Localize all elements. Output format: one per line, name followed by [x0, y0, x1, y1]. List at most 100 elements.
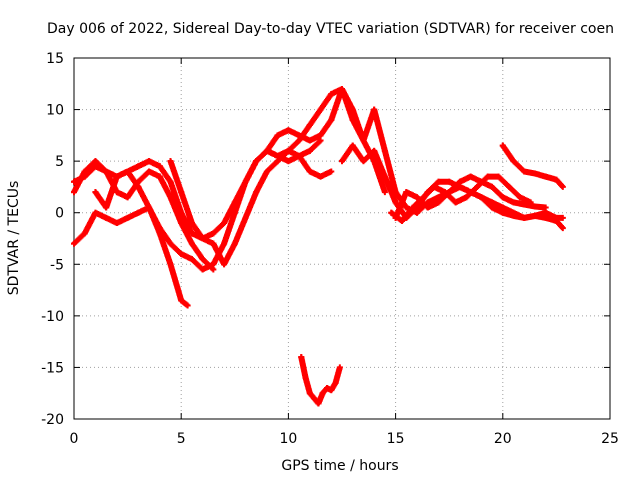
data-point [371, 106, 378, 113]
x-axis-label: GPS time / hours [281, 458, 398, 474]
data-point [263, 147, 270, 154]
data-point [167, 240, 174, 247]
data-point [167, 158, 174, 165]
series-markers [499, 142, 565, 189]
plot-frame [73, 57, 611, 420]
data-point [178, 250, 185, 257]
data-point [371, 147, 378, 154]
data-point [135, 163, 142, 170]
data-point [336, 364, 343, 371]
data-point [531, 212, 538, 219]
data-point [146, 204, 153, 211]
data-point [559, 183, 566, 190]
data-point [156, 173, 163, 180]
data-point [467, 173, 474, 180]
data-point [188, 240, 195, 247]
data-point [231, 240, 238, 247]
data-point [456, 178, 463, 185]
data-point [71, 240, 77, 247]
data-point [124, 214, 131, 221]
data-point [306, 137, 313, 144]
data-point [263, 168, 270, 175]
data-point [124, 168, 131, 175]
data-point [311, 395, 318, 402]
data-point [306, 122, 313, 129]
data-point [399, 217, 406, 224]
data-point [199, 266, 206, 273]
data-point [317, 173, 324, 180]
data-point [199, 235, 206, 242]
data-point [188, 256, 195, 263]
axis-ticks [73, 57, 611, 420]
data-point [285, 127, 292, 134]
y-tick-label: 0 [55, 206, 64, 222]
data-point [285, 147, 292, 154]
data-point [328, 116, 335, 123]
data-point [199, 256, 206, 263]
data-point [349, 116, 356, 123]
series-arc6 [263, 85, 566, 221]
data-point [113, 173, 120, 180]
data-point [71, 178, 77, 185]
data-point [81, 230, 88, 237]
series-arc9 [388, 173, 534, 224]
data-point [553, 217, 560, 224]
data-point [167, 178, 174, 185]
data-point [414, 194, 421, 201]
data-point [178, 297, 185, 304]
data-point [510, 158, 517, 165]
y-tick-label: 10 [46, 103, 64, 119]
grid-lines [74, 58, 610, 419]
data-point [474, 183, 481, 190]
data-point [113, 189, 120, 196]
data-point [332, 379, 339, 386]
x-tick-labels: 0 5 10 15 20 25 [70, 431, 619, 447]
data-point [156, 163, 163, 170]
data-point [178, 189, 185, 196]
y-axis-label: SDTVAR / TECUs [6, 181, 22, 296]
data-point [285, 158, 292, 165]
data-point [296, 152, 303, 159]
data-point [221, 261, 228, 268]
data-point [489, 204, 496, 211]
data-point [92, 163, 99, 170]
x-tick-label: 0 [70, 431, 79, 447]
data-point [178, 220, 185, 227]
x-tick-label: 25 [601, 431, 619, 447]
data-point [463, 194, 470, 201]
data-point [360, 137, 367, 144]
data-point [135, 183, 142, 190]
data-point [381, 189, 388, 196]
data-point [424, 199, 431, 206]
data-point [510, 199, 517, 206]
data-point [188, 230, 195, 237]
data-point [135, 209, 142, 216]
x-tick-label: 20 [494, 431, 512, 447]
data-point [527, 199, 534, 206]
data-point [306, 168, 313, 175]
y-tick-label: -15 [41, 360, 64, 376]
data-point [146, 168, 153, 175]
data-point [231, 209, 238, 216]
data-point [328, 91, 335, 98]
data-point [92, 209, 99, 216]
data-point [328, 168, 335, 175]
data-point [495, 173, 502, 180]
data-point [542, 209, 549, 216]
data-point [431, 183, 438, 190]
data-point [274, 158, 281, 165]
y-tick-label: -5 [50, 257, 64, 273]
data-point [484, 173, 491, 180]
data-point [274, 132, 281, 139]
data-point [315, 400, 322, 407]
data-point [253, 158, 260, 165]
data-point [71, 189, 77, 196]
data-point [489, 183, 496, 190]
data-point [124, 194, 131, 201]
data-point [210, 261, 217, 268]
data-point [409, 204, 416, 211]
data-point [146, 158, 153, 165]
data-point [521, 168, 528, 175]
data-point [92, 189, 99, 196]
